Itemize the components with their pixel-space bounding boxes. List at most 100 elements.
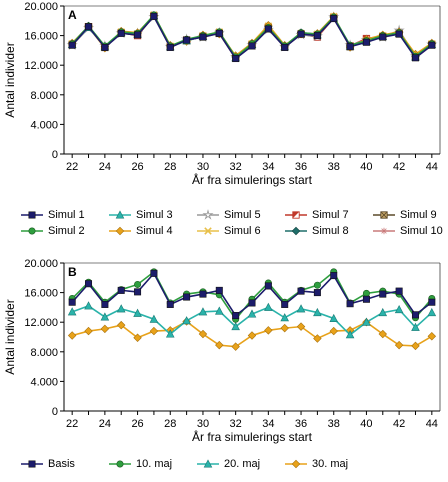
chart-0-x-axis-label: År fra simulerings start xyxy=(192,172,313,187)
legend-0-marker xyxy=(28,227,36,235)
chart-0-series-0-point xyxy=(199,33,207,41)
chart-1-series-0 xyxy=(68,269,436,320)
chart-0-x-tick-label: 42 xyxy=(393,161,405,173)
legend-0-label: Simul 9 xyxy=(400,209,437,221)
chart-1-series-3-point xyxy=(198,329,208,339)
chart-1-series-2-point xyxy=(198,307,208,316)
chart-1-series-2-point xyxy=(411,322,420,331)
chart-0-series-0-point xyxy=(248,42,256,50)
chart-1-series-0-point xyxy=(215,286,223,294)
chart-0-series-0-point xyxy=(134,31,142,39)
chart-1-series-0-point xyxy=(199,290,207,298)
chart-0-x-tick-label: 24 xyxy=(99,161,111,173)
legend-1-swatch xyxy=(197,459,219,468)
chart-1-series-0-point xyxy=(362,295,370,303)
legend-1-swatch xyxy=(21,460,43,468)
chart-1-series-2-point xyxy=(247,309,257,318)
chart-1-y-tick-label: 12.000 xyxy=(24,317,58,329)
chart-1-series-3 xyxy=(67,317,437,351)
chart-0-x-tick-label: 40 xyxy=(360,161,372,173)
chart-1-series-3-point xyxy=(313,334,322,343)
legend-0-marker xyxy=(115,210,125,219)
chart-0-series-0-point xyxy=(68,41,76,49)
legend-0-label: Simul 10 xyxy=(400,225,443,237)
chart-0-series-0-point xyxy=(362,38,370,46)
chart-0-x-tick-label: 32 xyxy=(230,161,242,173)
legend-1-label: 20. maj xyxy=(224,458,261,470)
chart-0-series-0-point xyxy=(281,43,289,51)
chart-1-y-tick-label: 0 xyxy=(52,406,58,418)
legend-0-marker xyxy=(292,211,300,219)
chart-1-series-2-point xyxy=(133,308,142,317)
chart-1-series-2-point xyxy=(394,304,404,314)
legend-0-marker xyxy=(380,211,388,219)
legend-1-marker xyxy=(291,459,301,469)
chart-1-y-tick-label: 4.000 xyxy=(30,376,58,388)
chart-0-y-tick-label: 16.000 xyxy=(24,31,58,43)
chart-b-svg: 0 4.000 8.000 12.000 16.000 20.000 22 24 26 28 30 3… xyxy=(3,258,441,444)
chart-0-series-3-line xyxy=(71,14,433,57)
chart-1-x-tick-label: 42 xyxy=(393,418,405,430)
chart-0-series-0-point xyxy=(313,32,321,40)
chart-0-x-tick-label: 22 xyxy=(66,161,78,173)
chart-1-series-3-point xyxy=(67,331,77,340)
legend-0-label: Simul 3 xyxy=(136,209,173,221)
chart-0-series-0-point xyxy=(428,41,436,49)
chart-1-series-2 xyxy=(67,301,437,339)
chart-0-series-0-point xyxy=(379,33,387,41)
chart-1-series-0-point xyxy=(297,287,305,295)
chart-1-series-3-point xyxy=(215,340,224,350)
chart-1-series-2-point xyxy=(296,304,306,313)
chart-1-series-3-point xyxy=(149,326,159,336)
chart-1-series-2-point xyxy=(165,329,175,338)
chart-1-x-tick-label: 36 xyxy=(295,418,307,430)
chart-1-series-2-point xyxy=(215,306,224,315)
chart-1-series-2-point xyxy=(313,307,322,317)
chart-1-series-3-point xyxy=(427,332,437,341)
chart-1-series-3-point xyxy=(411,341,420,351)
chart-0-x-tick-label: 36 xyxy=(295,161,307,173)
chart-1-series-2-point xyxy=(280,313,289,322)
chart-1-series-0-point xyxy=(101,300,109,308)
legend-0-swatch xyxy=(373,227,395,235)
chart-0-series-0 xyxy=(68,12,436,63)
chart-1-series-3-point xyxy=(231,342,240,351)
chart-1-series-2-point xyxy=(182,316,191,325)
chart-1-series-0-point xyxy=(379,290,387,298)
legend-0-swatch xyxy=(109,226,131,236)
chart-1-series-3-point xyxy=(329,326,338,336)
chart-1-series-2-point xyxy=(329,313,339,322)
chart-1-series-0-point xyxy=(150,269,158,277)
chart-1-series-3-point xyxy=(280,323,289,333)
chart-1-x-axis-label: År fra simulerings start xyxy=(192,429,313,444)
chart-0-x-tick-label: 30 xyxy=(197,161,209,173)
legend-1-label: 30. maj xyxy=(312,458,349,470)
chart-1-series-0-point xyxy=(166,300,174,308)
chart-1-series-2-point xyxy=(84,301,93,310)
legend-1-label: 10. maj xyxy=(136,458,173,470)
chart-panel-b: 0 4.000 8.000 12.000 16.000 20.000 22 24 26 28 30 3… xyxy=(0,245,448,482)
legend-0-label: Simul 2 xyxy=(48,225,85,237)
chart-1-series-0-point xyxy=(85,280,93,288)
chart-1-x-tick-label: 44 xyxy=(426,418,438,430)
legend-0-marker xyxy=(380,227,388,235)
chart-1-series-2-point xyxy=(264,302,273,311)
chart-1-series-0-point xyxy=(264,282,272,290)
legend-0-marker xyxy=(291,226,301,236)
legend-1-label: Basis xyxy=(48,458,75,470)
chart-1-x-tick-label: 34 xyxy=(262,418,274,430)
chart-1-series-0-point xyxy=(313,289,321,297)
chart-1-series-2-point xyxy=(67,307,77,316)
chart-1-x-tick-label: 30 xyxy=(197,418,209,430)
chart-1-series-3-point xyxy=(100,324,110,334)
chart-1-x-tick-label: 40 xyxy=(360,418,372,430)
chart-1-series-3-point xyxy=(264,326,273,335)
chart-1-series-2-point xyxy=(100,312,110,321)
legend-0-swatch xyxy=(109,210,131,219)
chart-0-y-tick-label: 8.000 xyxy=(30,90,58,102)
chart-0-y-axis-label: Antal individer xyxy=(3,42,17,117)
chart-1-series-2-point xyxy=(362,317,371,326)
chart-0-x-tick-label: 44 xyxy=(426,161,438,173)
chart-1-series-2-point xyxy=(116,304,126,313)
chart-1-series-1-point xyxy=(362,289,370,297)
